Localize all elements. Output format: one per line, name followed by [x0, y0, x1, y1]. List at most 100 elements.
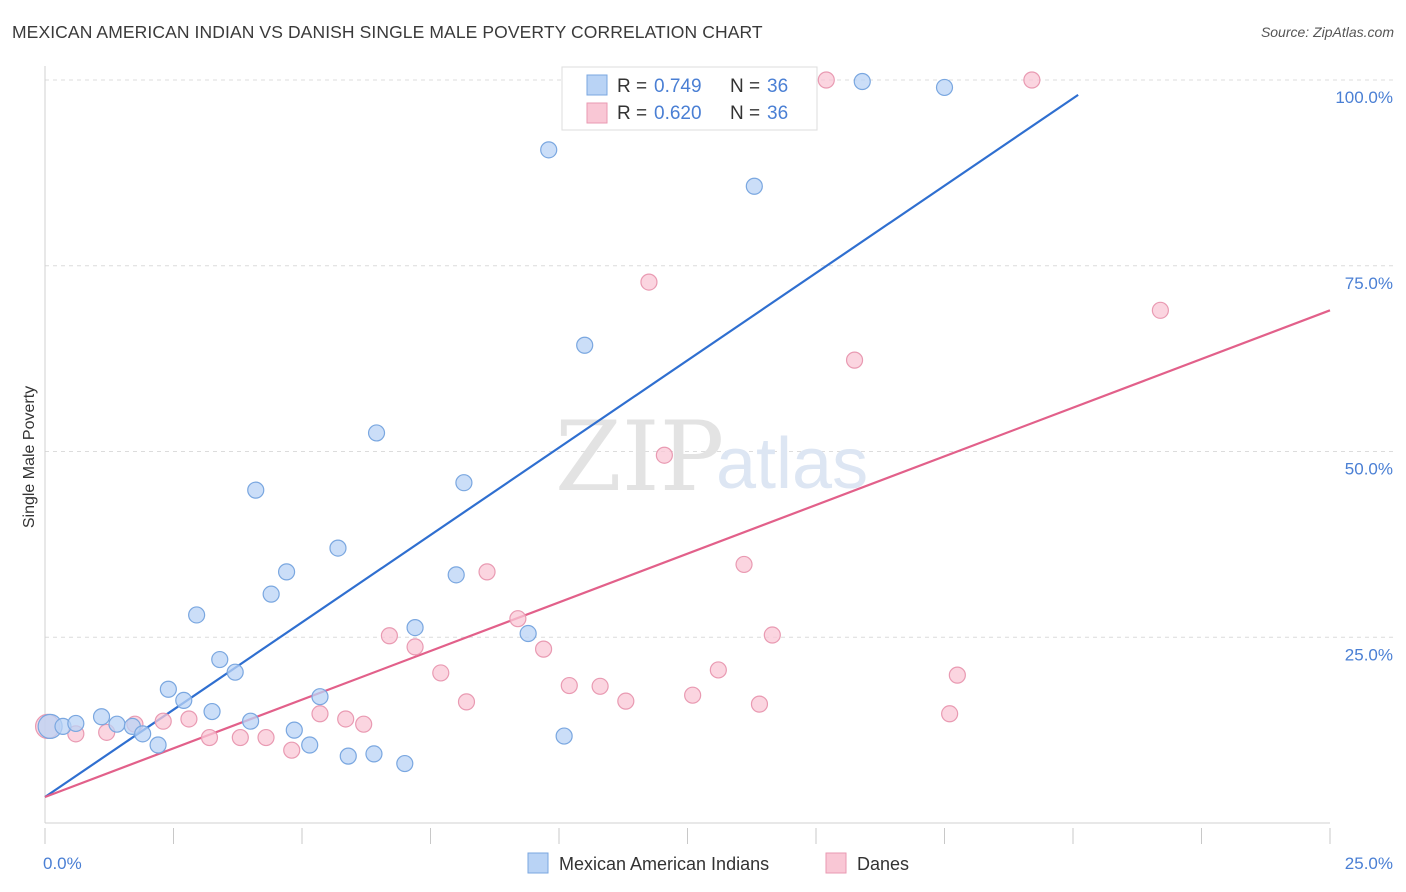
stats-r-value-blue: 0.749	[654, 76, 702, 97]
data-point-blue	[203, 702, 221, 721]
data-point-blue	[67, 714, 85, 733]
stats-r-label-blue: R =	[617, 76, 647, 97]
data-point-pink	[1151, 301, 1169, 319]
data-point-blue	[339, 747, 357, 765]
data-point-blue	[211, 650, 229, 669]
y-tick-label: 100.0%	[1335, 88, 1393, 107]
data-point-blue	[134, 725, 152, 743]
data-point-blue	[242, 712, 260, 730]
stats-swatch-blue	[586, 74, 608, 96]
data-point-blue	[175, 691, 193, 710]
y-tick-labels: 25.0% 50.0% 75.0% 100.0%	[1335, 88, 1393, 664]
stats-n-label-blue: N =	[730, 76, 760, 97]
data-point-pink	[750, 695, 769, 713]
data-point-pink	[432, 664, 450, 682]
data-point-pink	[735, 555, 753, 574]
data-point-blue	[519, 624, 537, 643]
data-point-blue	[226, 663, 244, 681]
data-point-blue	[447, 566, 465, 584]
trend-line-blue	[44, 93, 1079, 798]
chart-title: MEXICAN AMERICAN INDIAN VS DANISH SINGLE…	[12, 22, 763, 42]
data-point-pink	[941, 705, 959, 723]
stats-r-label-pink: R =	[617, 103, 647, 124]
legend-swatch-blue	[527, 852, 549, 874]
legend-label-blue: Mexican American Indians	[559, 854, 769, 874]
data-point-pink	[509, 610, 527, 628]
legend-swatch-pink	[825, 852, 847, 874]
data-point-pink	[640, 273, 658, 291]
data-point-blue	[853, 72, 871, 91]
y-tick-label: 75.0%	[1345, 274, 1393, 293]
data-point-pink	[154, 712, 172, 730]
data-point-pink	[763, 626, 781, 644]
data-point-blue	[745, 177, 763, 195]
data-point-blue	[329, 539, 347, 557]
data-point-pink	[534, 640, 553, 658]
data-point-pink	[337, 710, 355, 728]
data-point-pink	[560, 676, 578, 695]
data-point-pink	[180, 710, 198, 728]
source-label: Source: ZipAtlas.com	[1260, 24, 1394, 40]
data-point-pink	[655, 446, 673, 464]
data-point-pink	[380, 627, 398, 645]
data-point-pink	[283, 741, 301, 759]
trend-line-pink	[44, 309, 1331, 799]
data-point-pink	[591, 677, 609, 695]
data-point-blue	[159, 680, 177, 698]
data-point-blue	[396, 754, 414, 773]
data-point-pink	[948, 666, 966, 684]
stats-legend: R = 0.749 N = 36 R = 0.620 N = 36	[561, 66, 818, 131]
data-point-blue	[406, 618, 424, 637]
data-point-blue	[108, 715, 126, 733]
axes	[44, 66, 1331, 844]
stats-n-label-pink: N =	[730, 103, 760, 124]
data-point-blue	[576, 336, 594, 354]
data-point-blue	[188, 606, 206, 624]
x-tick-label: 0.0%	[43, 854, 82, 873]
legend-label-pink: Danes	[857, 854, 909, 874]
data-point-blue	[277, 563, 296, 581]
data-point-blue	[555, 727, 573, 745]
data-point-blue	[540, 141, 558, 159]
y-tick-label: 25.0%	[1345, 645, 1393, 664]
data-point-pink	[845, 351, 864, 369]
data-point-pink	[478, 563, 496, 581]
stats-r-value-pink: 0.620	[654, 103, 702, 124]
data-point-pink	[200, 728, 219, 747]
x-tick-labels: 0.0% 25.0%	[43, 854, 1393, 873]
series-legend: Mexican American Indians Danes	[527, 852, 909, 874]
data-point-pink	[355, 715, 373, 733]
y-tick-label: 50.0%	[1345, 460, 1393, 479]
data-point-pink	[709, 661, 727, 679]
trend-lines	[44, 93, 1331, 799]
x-tick-label: 25.0%	[1345, 854, 1393, 873]
data-point-blue	[311, 688, 329, 706]
data-point-blue	[262, 585, 280, 603]
data-point-blue	[935, 78, 954, 97]
data-point-pink	[457, 693, 476, 711]
data-point-blue	[365, 745, 383, 763]
data-point-blue	[247, 481, 265, 499]
data-point-blue	[301, 736, 319, 754]
data-point-pink	[311, 705, 329, 723]
data-point-blue	[149, 736, 167, 754]
stats-n-value-blue: 36	[767, 76, 788, 97]
data-point-blue	[92, 708, 111, 726]
data-points	[34, 71, 1169, 773]
watermark-atlas: atlas	[716, 424, 868, 504]
data-point-pink	[257, 728, 275, 747]
data-point-pink	[684, 686, 702, 704]
data-point-pink	[817, 71, 835, 89]
watermark-zip: ZIP	[555, 401, 724, 513]
data-point-pink	[1023, 71, 1041, 89]
data-point-pink	[231, 728, 249, 747]
grid-lines	[45, 79, 1394, 638]
stats-swatch-pink	[586, 102, 608, 124]
data-point-pink	[617, 692, 635, 710]
data-point-blue	[285, 721, 303, 739]
data-point-blue	[367, 424, 386, 442]
watermark: ZIP atlas	[555, 401, 868, 513]
data-point-pink	[406, 638, 424, 656]
y-axis-title: Single Male Poverty	[21, 386, 38, 528]
